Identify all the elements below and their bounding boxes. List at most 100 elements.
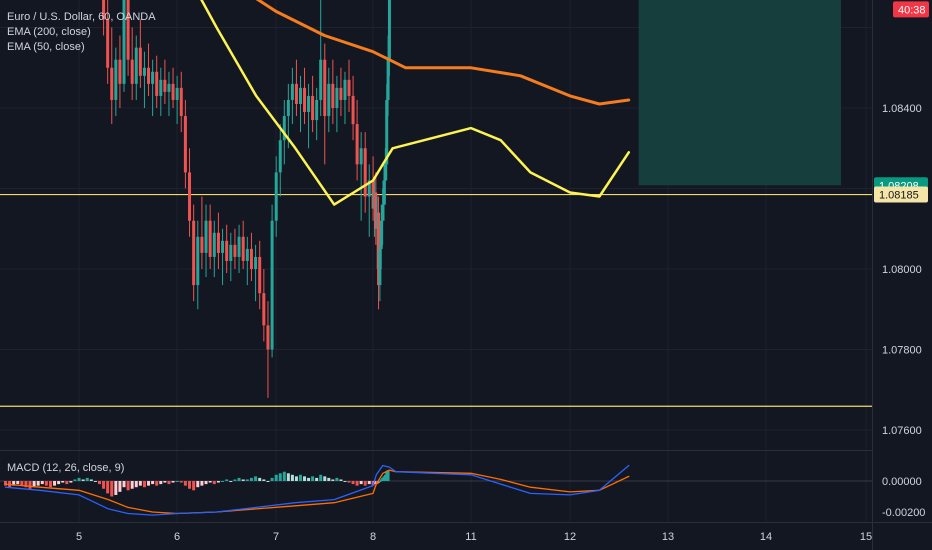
candle-body: [151, 71, 155, 84]
macd-histogram-bar: [163, 481, 167, 483]
price-axis[interactable]: 1.096001.094001.092001.084001.080001.078…: [874, 0, 929, 519]
price-label-badge[interactable]: [874, 186, 928, 203]
candles: [102, 0, 391, 398]
macd-histogram-bar: [204, 481, 208, 485]
macd-histogram-bar: [229, 481, 233, 482]
macd-histogram-bar: [122, 481, 126, 488]
macd-histogram-bar: [270, 477, 274, 481]
macd-histogram-bar: [171, 481, 175, 483]
macd-histogram-bar: [138, 481, 142, 486]
macd-histogram-bar: [208, 481, 212, 483]
position-zones[interactable]: [638, 0, 841, 186]
candle-body: [229, 244, 233, 261]
candle-body: [163, 79, 167, 92]
ema50-line: [200, 0, 631, 206]
macd-histogram-bar: [40, 481, 44, 485]
candle-body: [374, 192, 378, 229]
macd-histogram-bar: [32, 481, 36, 488]
candle-body: [147, 67, 151, 84]
macd-histogram-bar: [196, 481, 200, 488]
symbol-title[interactable]: Euro / U.S. Dollar, 60, OANDA: [7, 11, 156, 23]
candle-body: [347, 79, 351, 96]
macd-histogram-bar: [254, 476, 258, 481]
time-tick-label: 11: [465, 531, 476, 543]
macd-histogram-bar: [319, 474, 323, 481]
macd-histogram-bar: [378, 481, 382, 482]
candle-body: [212, 232, 216, 257]
candle-body: [351, 95, 355, 125]
candle-body: [367, 180, 371, 197]
candle-body: [298, 87, 302, 104]
candle-body: [237, 236, 241, 257]
candle-body: [249, 248, 253, 269]
candle-body: [155, 71, 159, 96]
candle-body: [204, 220, 208, 253]
candle-body: [106, 19, 110, 68]
macd-histogram-bar: [142, 481, 146, 488]
macd-histogram-bar: [93, 481, 97, 482]
candle-body: [327, 83, 331, 117]
macd-histogram-bar: [347, 481, 351, 483]
chart-legend: Euro / U.S. Dollar, 60, OANDA EMA (200, …: [7, 10, 156, 55]
candle-body: [159, 79, 163, 96]
price-label-text: 40:38: [898, 4, 926, 16]
macd-histogram-bar: [151, 481, 155, 485]
candle-body: [122, 0, 126, 84]
macd-histogram-bar: [65, 481, 69, 485]
macd-histogram-bar: [192, 481, 196, 491]
candle-body: [188, 172, 192, 221]
candle-body: [245, 248, 249, 261]
macd-histogram-bar: [262, 479, 266, 481]
macd-histogram-bar: [200, 481, 204, 486]
pane-separator[interactable]: [0, 450, 872, 451]
candle-body: [262, 293, 266, 326]
take-profit-zone[interactable]: [638, 0, 841, 186]
candle-body: [142, 67, 146, 76]
ema50-legend[interactable]: EMA (50, close): [7, 41, 85, 53]
candle-body: [382, 180, 386, 205]
ema200-legend[interactable]: EMA (200, close): [7, 26, 91, 38]
macd-histogram-bar: [249, 477, 253, 481]
macd-histogram-bar: [16, 481, 20, 485]
candle-body: [377, 212, 381, 286]
macd-histogram-bar: [225, 479, 229, 481]
macd-histogram-bar: [303, 476, 307, 481]
macd-histogram-bar: [212, 481, 216, 485]
horizontal-lines[interactable]: [0, 0, 872, 407]
price-label-text: 1.08185: [879, 190, 919, 202]
candle-body: [114, 59, 118, 100]
macd-histogram-bar: [61, 481, 65, 483]
macd-tick-label: 0.00000: [882, 476, 922, 488]
candle-body: [335, 87, 339, 108]
price-label-badge[interactable]: [893, 1, 929, 18]
candle-body: [311, 95, 315, 121]
price-tick-label: 1.07600: [882, 425, 922, 437]
macd-signal-line: [4, 469, 630, 515]
macd-histogram-bar: [44, 481, 48, 486]
macd-histogram-bar: [221, 481, 225, 482]
macd-histogram-bar: [298, 474, 302, 481]
macd-histogram-bar: [167, 481, 171, 485]
candle-body: [290, 83, 294, 100]
candle-body: [315, 99, 319, 121]
candle-body: [200, 236, 204, 253]
macd-legend[interactable]: MACD (12, 26, close, 9): [7, 462, 125, 474]
macd-histogram-bar: [53, 481, 57, 486]
candle-body: [241, 236, 245, 261]
candle-body: [233, 244, 237, 257]
macd-histogram-bar: [245, 479, 249, 481]
candle-body: [307, 95, 311, 113]
macd-histogram-bar: [355, 481, 359, 486]
macd-histogram-bar: [175, 481, 179, 482]
macd-histogram-bar: [134, 481, 138, 488]
candle-body: [167, 83, 171, 92]
candle-body: [208, 220, 212, 257]
macd-histogram-bar: [274, 474, 278, 481]
macd-histogram-bar: [106, 481, 110, 494]
time-axis[interactable]: 5 6 7 8 11 12 13 14 15: [76, 531, 872, 543]
macd-histogram-bar: [81, 479, 85, 481]
macd-histogram-bar: [241, 479, 245, 481]
macd-histogram-bar: [48, 481, 52, 488]
macd-histogram-bar: [323, 476, 327, 481]
